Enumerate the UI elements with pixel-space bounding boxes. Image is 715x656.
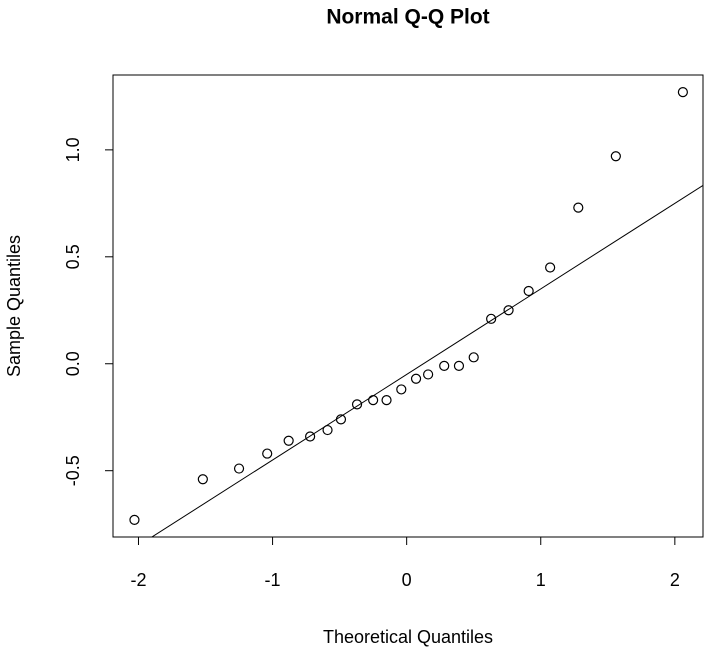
point <box>305 431 316 442</box>
point <box>410 373 422 384</box>
point <box>368 395 379 406</box>
point <box>396 384 407 395</box>
plot-frame <box>112 74 704 538</box>
point <box>486 313 497 324</box>
y-tick-label: -0.5 <box>63 455 83 486</box>
point <box>262 448 273 459</box>
point <box>503 305 514 316</box>
ref-line-group <box>150 184 703 537</box>
reference-line <box>150 184 703 537</box>
point <box>381 395 392 406</box>
x-tick-label: -1 <box>265 570 281 590</box>
y-tick-label: 0.5 <box>63 244 83 269</box>
x-tick-label: -2 <box>130 570 146 590</box>
point <box>545 262 556 273</box>
y-tick-label: 1.0 <box>63 137 83 162</box>
point <box>468 352 479 363</box>
point <box>283 435 294 446</box>
x-tick-label: 0 <box>402 570 412 590</box>
point <box>573 202 584 213</box>
point <box>351 399 363 410</box>
x-axis-title: Theoretical Quantiles <box>323 627 493 647</box>
y-tick-label: 0.0 <box>63 351 83 376</box>
y-axis-title: Sample Quantiles <box>4 235 24 377</box>
x-tick-label: 2 <box>670 570 680 590</box>
chart-title: Normal Q-Q Plot <box>326 6 489 29</box>
point <box>129 514 140 525</box>
x-tick-label: 1 <box>536 570 546 590</box>
point <box>322 424 333 436</box>
point <box>610 151 621 162</box>
point <box>423 369 434 380</box>
point <box>677 87 688 98</box>
point <box>453 360 465 371</box>
point <box>197 474 208 485</box>
point <box>233 463 245 474</box>
point <box>523 285 534 297</box>
point <box>439 360 450 371</box>
